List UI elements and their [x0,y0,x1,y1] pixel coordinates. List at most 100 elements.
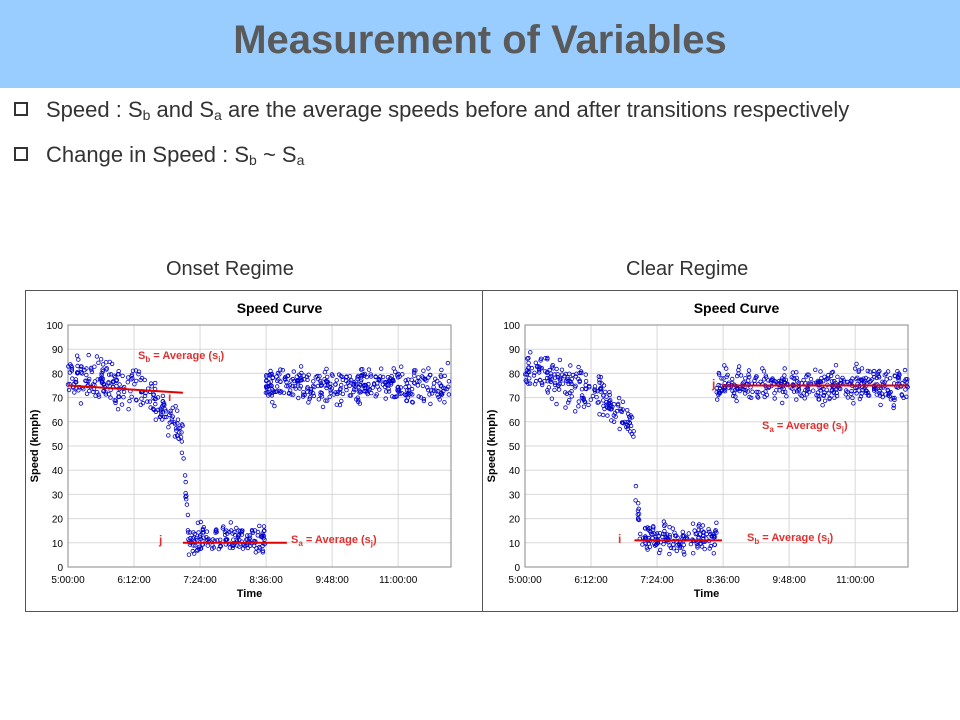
data-point [114,377,119,383]
data-point [772,390,777,396]
data-point [616,395,622,401]
data-point [325,398,330,403]
data-point [567,371,572,376]
data-point [879,391,884,396]
data-point [707,529,712,534]
data-point [746,368,752,373]
chart-title: Speed Curve [694,300,780,316]
data-point [173,403,178,409]
data-point [397,374,402,379]
data-point [179,439,184,444]
data-point [779,378,784,384]
data-point [534,378,539,384]
data-point [559,367,565,372]
data-point [845,379,850,385]
data-point [590,393,596,399]
data-point [576,404,581,409]
data-point [618,406,623,412]
data-point [134,398,139,403]
data-point [554,401,559,407]
data-point [177,430,182,435]
data-point [885,369,891,374]
data-point [664,532,670,537]
data-point [390,377,396,382]
data-point [338,373,344,379]
data-point [772,378,777,384]
data-point [662,532,668,537]
data-point [738,373,744,378]
data-point [380,374,386,380]
data-point [315,373,320,379]
data-point [600,412,606,418]
y-tick-label: 70 [52,394,64,405]
data-point [308,388,314,393]
data-point [527,381,533,386]
data-point [249,527,255,533]
data-point [356,399,361,405]
data-point [811,388,816,393]
data-point [151,396,156,401]
data-point [115,371,121,377]
data-point [552,380,558,386]
data-point [94,354,100,359]
data-point [176,436,181,441]
data-point [598,389,603,394]
data-point [142,393,148,399]
data-point [363,382,369,388]
data-point [656,550,662,556]
data-point [794,370,799,375]
data-point [298,364,304,369]
data-point [714,520,719,525]
data-point [339,382,344,388]
data-point [435,392,440,397]
x-tick-label: 11:00:00 [379,575,418,586]
data-point [647,526,652,531]
data-point [433,376,438,381]
data-point [292,384,298,389]
bullet-text: Change in Speed : S [46,142,250,167]
data-point [377,387,382,392]
data-point [320,404,326,410]
data-point [724,374,729,379]
data-point [260,550,265,555]
data-point [545,378,550,384]
data-point [872,374,877,380]
data-point [84,391,90,396]
y-tick-label: 30 [509,490,521,501]
data-point [611,413,616,418]
data-point [878,402,883,408]
y-tick-label: 40 [509,466,521,477]
data-point [283,377,288,382]
data-point [595,388,600,394]
data-point [794,389,800,394]
data-point [729,376,735,382]
data-point [859,366,865,371]
data-point [555,374,560,380]
data-point [694,541,699,546]
data-point [557,377,563,383]
data-point [289,392,294,397]
data-point [117,394,122,399]
data-point [552,387,557,393]
data-point [896,377,901,382]
average-annotation: Sa = Average (sj) [291,534,377,548]
data-point [723,366,729,371]
data-point [324,385,329,391]
data-point [708,543,713,549]
data-point [158,406,163,411]
bullet-change: Change in Speed : Sb ~ Sa [14,141,944,174]
data-point [262,528,267,533]
data-point [840,375,845,381]
data-point [851,401,856,406]
data-point [655,541,660,546]
data-point [534,364,540,369]
data-point [562,373,567,379]
data-point [166,412,172,417]
data-point [149,384,154,389]
data-point [620,420,626,426]
data-point [627,414,632,419]
data-point [227,545,233,550]
point-j-label: j [158,533,162,547]
data-point [891,405,896,411]
point-i-label: i [618,532,621,546]
